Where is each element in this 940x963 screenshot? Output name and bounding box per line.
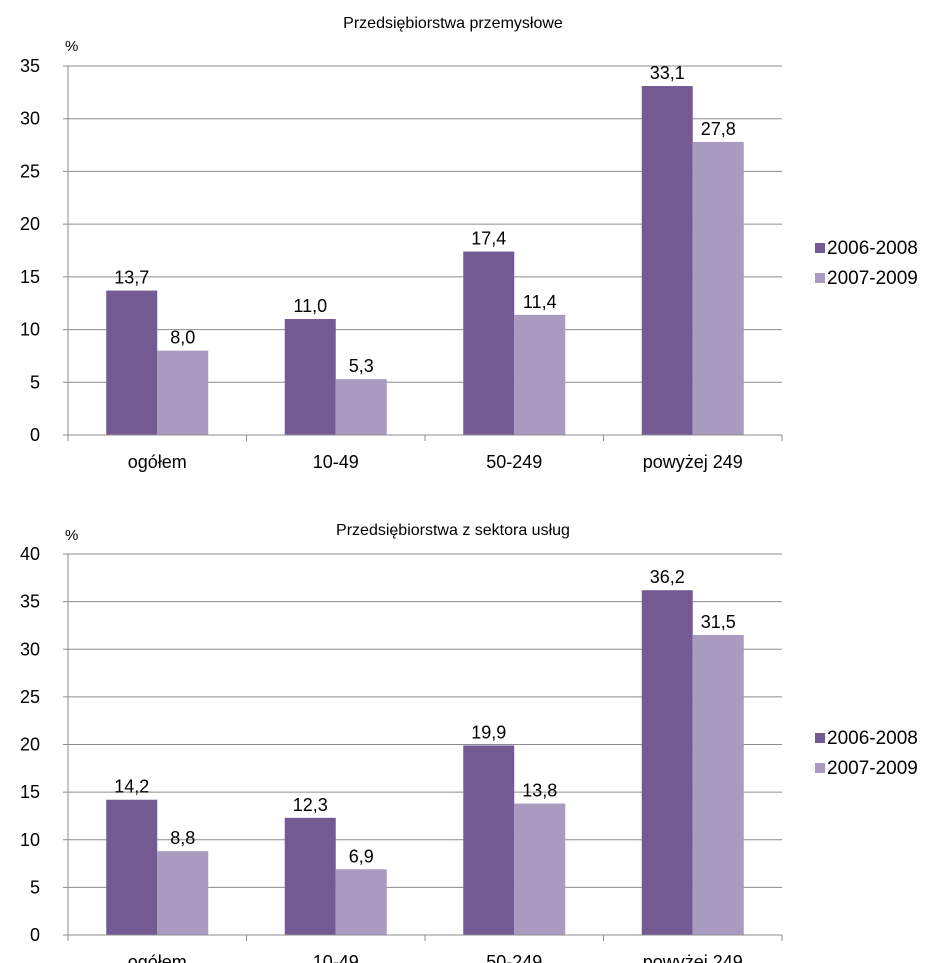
y-tick-label: 0	[30, 425, 40, 445]
x-tick-label: ogółem	[128, 452, 187, 472]
y-tick-label: 25	[20, 161, 40, 181]
bar-2006-2008	[463, 251, 515, 435]
data-label: 12,3	[293, 795, 328, 815]
data-label: 8,0	[170, 328, 195, 348]
data-label: 13,7	[114, 268, 149, 288]
y-tick-label: 30	[20, 109, 40, 129]
y-axis-unit: %	[65, 38, 78, 55]
bar-2006-2008	[106, 799, 158, 935]
data-label: 11,4	[523, 292, 557, 312]
legend-swatch	[815, 763, 825, 773]
bar-2006-2008	[641, 590, 693, 935]
data-label: 6,9	[349, 846, 374, 866]
data-label: 11,0	[293, 296, 327, 316]
x-tick-label: powyżej 249	[643, 452, 743, 472]
y-tick-label: 5	[30, 372, 40, 392]
y-tick-label: 30	[20, 639, 40, 659]
legend-swatch	[815, 273, 825, 283]
x-tick-label: 10-49	[313, 452, 359, 472]
data-label: 17,4	[471, 229, 506, 249]
x-tick-label: powyżej 249	[643, 952, 743, 963]
y-axis-unit: %	[65, 527, 78, 544]
bar-2007-2009	[157, 851, 209, 935]
y-tick-label: 15	[20, 782, 40, 802]
bar-2006-2008	[284, 817, 336, 935]
y-tick-label: 25	[20, 687, 40, 707]
y-tick-label: 5	[30, 877, 40, 897]
legend-swatch	[815, 243, 825, 253]
chart-title: Przedsiębiorstwa przemysłowe	[343, 15, 563, 32]
y-tick-label: 10	[20, 320, 40, 340]
data-label: 33,1	[650, 63, 685, 83]
data-label: 13,8	[522, 781, 557, 801]
data-label: 19,9	[471, 722, 506, 742]
y-tick-label: 35	[20, 592, 40, 612]
legend-label: 2007-2009	[827, 758, 918, 779]
bar-2007-2009	[514, 803, 566, 935]
bar-2006-2008	[106, 290, 158, 435]
y-tick-label: 35	[20, 56, 40, 76]
chart-industrial-enterprises: Przedsiębiorstwa przemysłowe % 0 5 10 15 20 2…	[20, 15, 918, 472]
legend-label: 2006-2008	[827, 238, 918, 259]
y-tick-label: 20	[20, 214, 40, 234]
y-tick-label: 10	[20, 830, 40, 850]
data-label: 36,2	[650, 567, 685, 587]
chart-service-enterprises: Przedsiębiorstwa z sektora usług % 0 5 10 1…	[20, 522, 918, 963]
bar-2007-2009	[692, 141, 744, 435]
x-tick-label: ogółem	[128, 952, 187, 963]
data-label: 14,2	[114, 777, 149, 797]
y-tick-label: 20	[20, 735, 40, 755]
x-tick-label: 50-249	[486, 452, 542, 472]
data-label: 8,8	[170, 828, 195, 848]
bar-2006-2008	[463, 745, 515, 935]
bar-2007-2009	[335, 379, 387, 435]
x-tick-label: 10-49	[313, 952, 359, 963]
data-label: 5,3	[349, 356, 374, 376]
bar-2006-2008	[284, 319, 336, 435]
y-tick-label: 0	[30, 925, 40, 945]
legend-label: 2007-2009	[827, 268, 918, 289]
bar-2006-2008	[641, 86, 693, 435]
legend-label: 2006-2008	[827, 728, 918, 749]
bar-2007-2009	[514, 314, 566, 435]
data-label: 27,8	[701, 119, 736, 139]
bar-2007-2009	[692, 634, 744, 935]
y-tick-label: 40	[20, 544, 40, 564]
bar-2007-2009	[335, 869, 387, 935]
chart-title: Przedsiębiorstwa z sektora usług	[336, 522, 570, 539]
legend-swatch	[815, 733, 825, 743]
y-tick-label: 15	[20, 267, 40, 287]
x-tick-label: 50-249	[486, 952, 542, 963]
data-label: 31,5	[701, 612, 736, 632]
bar-2007-2009	[157, 350, 209, 435]
